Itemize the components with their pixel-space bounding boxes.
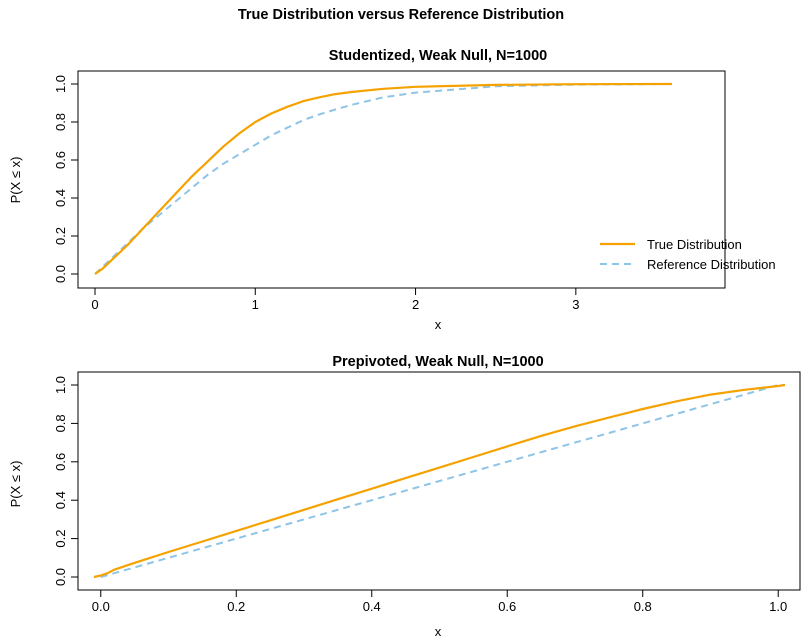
- y-tick-label: 0.2: [53, 227, 68, 245]
- x-tick-label: 1.0: [769, 599, 787, 614]
- y-tick-label: 0.0: [53, 568, 68, 586]
- x-axis-label: x: [435, 624, 442, 639]
- y-tick-label: 0.2: [53, 530, 68, 548]
- y-tick-label: 1.0: [53, 376, 68, 394]
- x-tick-label: 3: [572, 297, 579, 312]
- series-line-true: [93, 383, 786, 579]
- axes: 0.0 0.2 0.4 0.6 0.8 1.0 0.0 0.2 0.4 0.6 0.8 1.0: [53, 376, 787, 614]
- y-tick-label: 0.8: [53, 113, 68, 131]
- legend-label-true: True Distribution: [647, 237, 742, 252]
- x-tick-label: 0.6: [498, 599, 516, 614]
- plot-frame: [77, 70, 726, 289]
- panel-prepivoted: Prepivoted, Weak Null, N=1000 x P(X ≤ x)…: [8, 354, 801, 639]
- x-tick-label: 0.4: [363, 599, 381, 614]
- axes: 0 1 2 3 0.0 0.2 0.4 0.6 0.8 1.0: [53, 75, 579, 312]
- panel-title: Studentized, Weak Null, N=1000: [329, 48, 548, 64]
- x-tick-label: 0.0: [92, 599, 110, 614]
- series-line-reference: [94, 83, 673, 275]
- panel-title: Prepivoted, Weak Null, N=1000: [332, 354, 543, 370]
- legend: True Distribution Reference Distribution: [600, 237, 776, 272]
- y-tick-label: 0.4: [53, 491, 68, 509]
- x-tick-label: 1: [252, 297, 259, 312]
- x-axis-label: x: [435, 317, 442, 332]
- y-tick-label: 0.4: [53, 189, 68, 207]
- x-tick-label: 0.8: [634, 599, 652, 614]
- x-tick-label: 2: [412, 297, 419, 312]
- y-axis-label: P(X ≤ x): [8, 461, 23, 508]
- series-line-true: [94, 82, 673, 275]
- plot-frame: [77, 371, 801, 591]
- y-axis-label: P(X ≤ x): [8, 157, 23, 204]
- y-tick-label: 0.0: [53, 265, 68, 283]
- y-tick-label: 0.6: [53, 453, 68, 471]
- panel-studentized: Studentized, Weak Null, N=1000 x P(X ≤ x…: [8, 48, 726, 332]
- legend-label-reference: Reference Distribution: [647, 257, 776, 272]
- figure-title: True Distribution versus Reference Distr…: [238, 7, 564, 23]
- x-tick-label: 0.2: [227, 599, 245, 614]
- y-tick-label: 0.6: [53, 151, 68, 169]
- series-line-reference: [100, 384, 785, 578]
- x-tick-label: 0: [91, 297, 98, 312]
- y-tick-label: 0.8: [53, 414, 68, 432]
- y-tick-label: 1.0: [53, 75, 68, 93]
